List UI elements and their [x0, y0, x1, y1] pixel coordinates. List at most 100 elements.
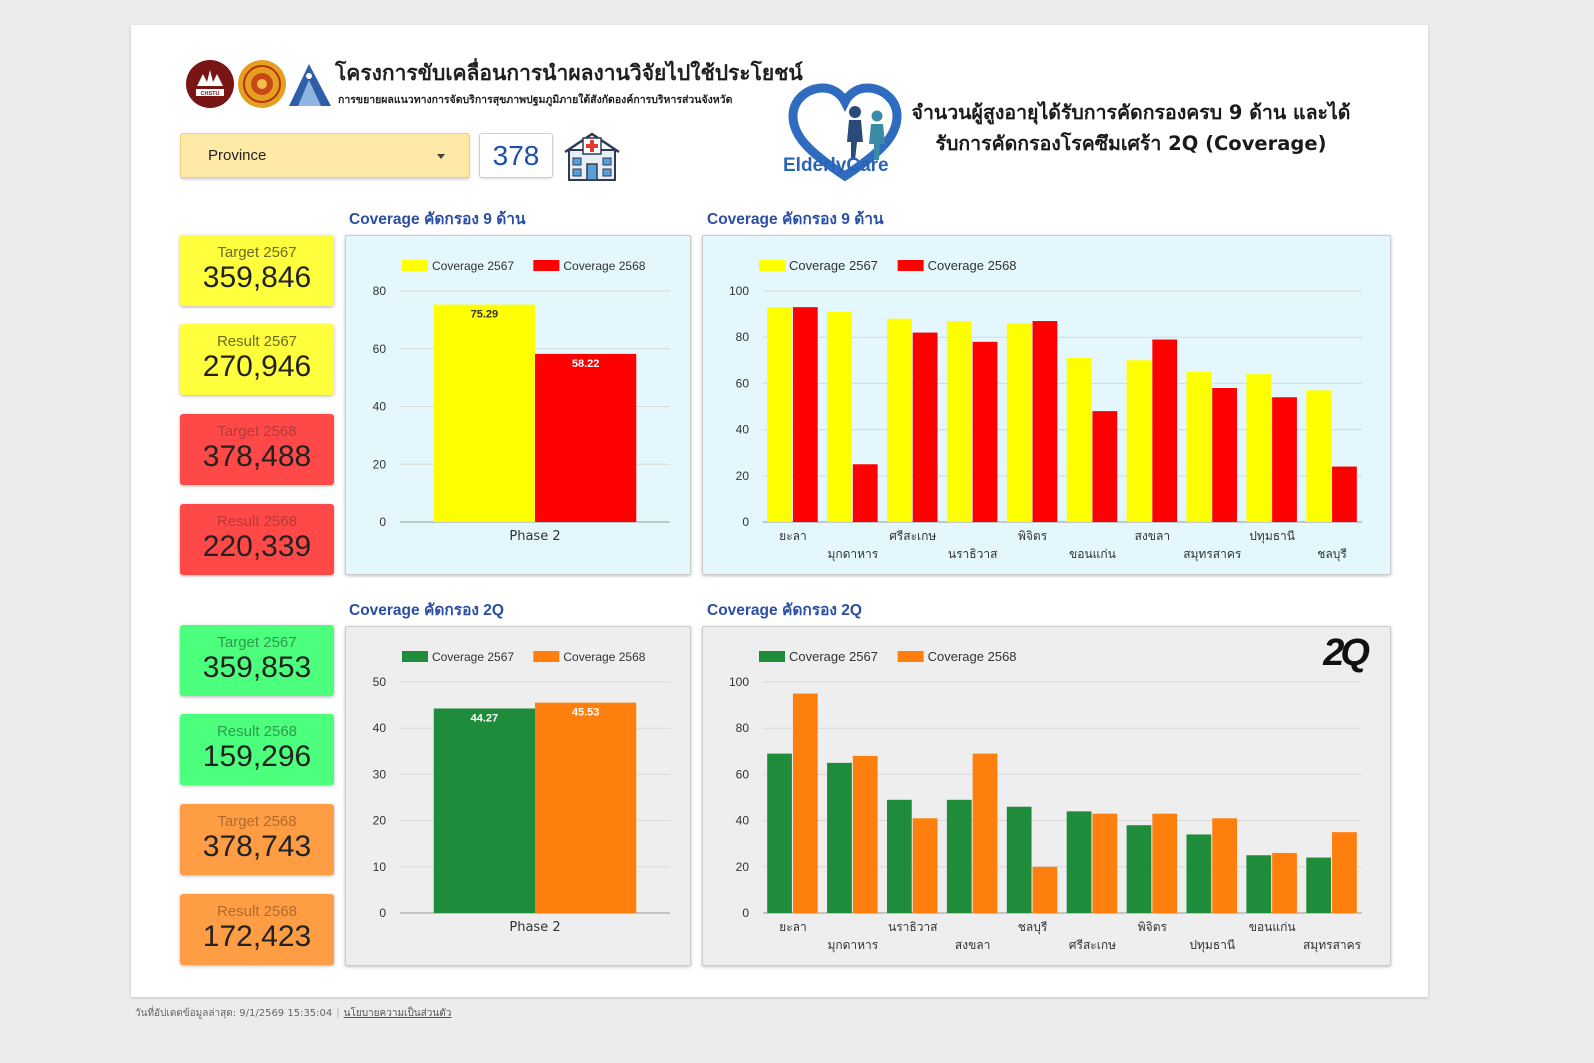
bar-coverage-2567[interactable] [1126, 825, 1152, 913]
kpi-card-result-2567-9d: Result 2567 270,946 [180, 324, 334, 395]
y-tick-label: 80 [736, 721, 750, 735]
triangle-logo [289, 64, 331, 106]
bar-coverage-2568[interactable] [1032, 866, 1058, 913]
bar-coverage-2568[interactable] [535, 353, 637, 522]
bar-coverage-2567[interactable] [1306, 390, 1332, 522]
bar-coverage-2568[interactable] [1332, 832, 1357, 913]
bar-coverage-2567[interactable] [1006, 806, 1032, 913]
bar-coverage-2567[interactable] [1186, 371, 1212, 522]
bar-coverage-2567[interactable] [946, 799, 972, 913]
legend-swatch-2 [897, 260, 924, 271]
legend-swatch-1 [759, 651, 785, 662]
kpi-value: 378,488 [202, 440, 312, 473]
legend-swatch-1 [402, 260, 428, 271]
bar-coverage-2567[interactable] [886, 318, 912, 522]
legend-label-1: Coverage 2567 [789, 649, 878, 664]
legend-label-2: Coverage 2568 [928, 258, 1017, 273]
bar-coverage-2567[interactable] [1246, 855, 1272, 913]
partner-logos: CHSTU [186, 60, 331, 108]
y-tick-label: 40 [736, 423, 750, 437]
x-tick-label: สมุทรสาคร [1303, 938, 1362, 953]
bar-coverage-2568[interactable] [972, 341, 998, 522]
legend-swatch-1 [402, 651, 428, 662]
x-tick-label: พิจิตร [1138, 920, 1168, 934]
bar-coverage-2567[interactable] [827, 762, 852, 913]
x-tick-label: Phase 2 [509, 920, 560, 935]
kpi-label: Target 2568 [217, 423, 297, 440]
chart-2q-province: Coverage 2567 Coverage 2568 0 20 40 60 80 100 ยะ… [702, 626, 1391, 966]
kpi-card-target-2568-9d: Target 2568 378,488 [180, 414, 334, 485]
y-tick-label: 80 [373, 284, 387, 298]
x-tick-label: Phase 2 [509, 529, 560, 544]
bar-coverage-2568[interactable] [1272, 397, 1297, 522]
x-tick-label: ขอนแก่น [1069, 547, 1116, 561]
bar-coverage-2568[interactable] [1152, 813, 1178, 913]
bar-coverage-2568[interactable] [912, 818, 938, 913]
x-tick-label: สงขลา [955, 938, 990, 952]
bar-coverage-2568[interactable] [912, 332, 938, 522]
page-title-line2: รับการคัดกรองโรคซึมเศร้า 2Q (Coverage) [935, 132, 1327, 155]
bar-coverage-2567[interactable] [433, 708, 535, 913]
bar-coverage-2568[interactable] [852, 464, 878, 522]
y-tick-label: 10 [373, 860, 387, 874]
bar-coverage-2567[interactable] [1186, 834, 1212, 913]
x-tick-label: พิจิตร [1018, 529, 1048, 543]
kpi-card-result-2568-2q-b: Result 2568 172,423 [180, 894, 334, 965]
bar-coverage-2568[interactable] [1272, 852, 1297, 913]
x-tick-label: ปทุมธานี [1249, 529, 1295, 544]
badge-2q-logo: 2Q [1323, 632, 1370, 674]
bar-coverage-2568[interactable] [1032, 321, 1058, 522]
bar-coverage-2567[interactable] [1066, 357, 1092, 522]
y-tick-label: 100 [729, 675, 749, 689]
bar-coverage-2567[interactable] [767, 307, 792, 522]
kpi-value: 359,846 [202, 261, 312, 294]
page-title: จำนวนผู้สูงอายุได้รับการคัดกรองครบ 9 ด้า… [896, 97, 1366, 159]
chart-2q-province-svg: Coverage 2567 Coverage 2568 0 20 40 60 80 100 ยะ… [729, 649, 1362, 953]
chart-2q-summary-svg: Coverage 2567 Coverage 2568 0 10 20 30 40 50 44.… [373, 650, 670, 935]
bar-coverage-2568[interactable] [1212, 388, 1238, 522]
privacy-policy-link[interactable]: นโยบายความเป็นส่วนตัว [343, 1008, 452, 1019]
last-updated-text: วันที่อัปเดตข้อมูลล่าสุด: 9/1/2569 15:35… [135, 1008, 333, 1019]
bar-coverage-2567[interactable] [827, 311, 852, 522]
dashboard-card: CHSTU โครงการขับเคลื่อนการนำผลงานวิจัยไป… [131, 25, 1428, 997]
bar-coverage-2568[interactable] [1092, 813, 1118, 913]
chart-9d-summary-svg: Coverage 2567 Coverage 2568 0 20 40 60 80 75.29… [373, 259, 670, 544]
bar-coverage-2568[interactable] [1332, 466, 1357, 522]
bar-coverage-2567[interactable] [433, 304, 535, 522]
chart-9d-province-svg: Coverage 2567 Coverage 2568 0 20 40 60 80 100 ยะ… [729, 258, 1362, 562]
section-title-2q-summary: Coverage คัดกรอง 2Q [349, 602, 504, 619]
y-tick-label: 80 [736, 330, 750, 344]
bar-coverage-2567[interactable] [1006, 323, 1032, 522]
bar-coverage-2567[interactable] [1246, 374, 1272, 522]
y-tick-label: 20 [373, 457, 387, 471]
bar-coverage-2567[interactable] [1306, 857, 1332, 913]
kpi-card-result-2568-9d: Result 2568 220,339 [180, 504, 334, 575]
bar-coverage-2568[interactable] [792, 693, 818, 913]
province-dropdown[interactable]: Province [180, 133, 470, 178]
bar-coverage-2567[interactable] [886, 799, 912, 913]
bar-coverage-2568[interactable] [535, 702, 637, 913]
bar-coverage-2568[interactable] [1092, 411, 1118, 522]
bar-coverage-2568[interactable] [792, 307, 818, 522]
legend-label-2: Coverage 2568 [563, 259, 645, 273]
kpi-value: 159,296 [202, 740, 312, 773]
bar-coverage-2567[interactable] [946, 321, 972, 522]
y-tick-label: 0 [742, 906, 749, 920]
bar-coverage-2568[interactable] [852, 755, 878, 913]
kpi-card-result-2568-2q-a: Result 2568 159,296 [180, 714, 334, 785]
x-tick-label: ขอนแก่น [1249, 920, 1296, 934]
y-tick-label: 0 [379, 906, 386, 920]
kpi-value: 359,853 [202, 651, 312, 684]
bar-coverage-2567[interactable] [1126, 360, 1152, 522]
elderlycare-heart-logo [788, 83, 902, 182]
bar-coverage-2567[interactable] [767, 753, 792, 913]
bar-coverage-2568[interactable] [1212, 818, 1238, 913]
y-tick-label: 100 [729, 284, 749, 298]
bar-coverage-2568[interactable] [1152, 339, 1178, 522]
legend-swatch-2 [897, 651, 924, 662]
x-tick-label: ปทุมธานี [1189, 938, 1235, 953]
y-tick-label: 20 [736, 860, 750, 874]
bar-coverage-2568[interactable] [972, 753, 998, 913]
bar-data-label: 58.22 [572, 358, 600, 370]
bar-coverage-2567[interactable] [1066, 811, 1092, 913]
